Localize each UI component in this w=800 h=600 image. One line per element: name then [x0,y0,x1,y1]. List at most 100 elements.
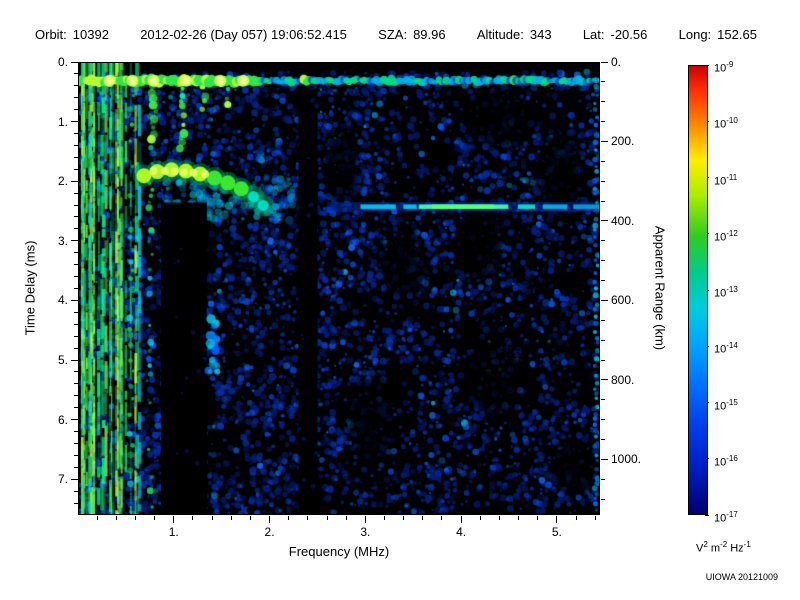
y-right-minor-tick [601,419,605,421]
x-minor-tick [403,516,405,520]
header-orbit: Orbit: 10392 [35,27,109,42]
colorbar-tick-label: 10-17 [714,510,738,525]
x-tick-label: 4. [456,525,467,539]
y-left-minor-tick [74,204,78,206]
y-left-minor-tick [74,73,78,75]
y-right-minor-tick [601,280,605,282]
header-orbit-value: 10392 [72,27,109,42]
header-sza: SZA: 89.96 [378,27,445,42]
y-left-minor-tick [74,371,78,373]
colorbar-tick [705,514,709,516]
colorbar-units: V2 m-2 Hz-1 [696,540,751,555]
y-right-minor-tick [601,319,605,321]
y-right-minor-tick [601,160,605,162]
header-lat-value: -20.56 [610,27,648,42]
colorbar-tick-label: 10-15 [714,397,738,413]
y-left-minor-tick [74,442,78,444]
y-right-minor-tick [601,339,605,341]
header-lat-label: Lat: [582,27,605,42]
y-right-major-tick [601,220,608,222]
y-left-major-tick [71,359,78,361]
x-minor-tick [154,516,156,520]
y-right-minor-tick [601,81,605,83]
colorbar-tick-label: 10-10 [714,116,738,131]
y-left-minor-tick [74,109,78,111]
y-right-major-tick [601,61,608,63]
y-right-minor-tick [601,439,605,440]
y-left-minor-tick [74,431,78,433]
y-right-major-tick [601,379,608,381]
colorbar-tick-label: 10-16 [714,453,738,469]
x-axis-title: Frequency (MHz) [288,544,390,559]
y-left-minor-tick [74,454,78,456]
y-left-major-tick [71,419,78,421]
y-left-major-tick [71,240,78,242]
x-tick-label: 2. [264,525,275,539]
y-right-tick-label: 0. [611,55,622,69]
header-altitude-label: Altitude: [476,27,524,42]
y-left-tick-label: 7. [57,472,68,487]
y-axis-title-left: Time Delay (ms) [22,240,38,336]
colorbar [688,65,708,515]
x-minor-tick [288,516,290,520]
y-left-minor-tick [74,192,78,194]
x-minor-tick [498,516,500,520]
y-left-minor-tick [74,311,78,313]
ionogram-canvas [79,63,599,514]
y-left-minor-tick [74,97,78,99]
header-lat: Lat: -20.56 [583,27,648,42]
x-major-tick [173,516,175,523]
x-minor-tick [441,516,443,520]
header-info: Orbit: 10392 2012-02-26 (Day 057) 19:06:… [35,27,757,42]
ionogram-plot-frame [78,62,600,515]
x-minor-tick [479,516,481,520]
x-minor-tick [575,516,577,520]
y-right-major-tick [601,140,608,142]
y-left-minor-tick [74,133,78,135]
y-left-tick-label: 2. [57,174,68,189]
y-left-minor-tick [74,395,78,397]
y-left-minor-tick [74,323,78,325]
y-left-minor-tick [74,228,78,230]
y-left-tick-label: 1. [57,114,68,129]
header-long: Long: 152.65 [679,27,757,42]
colorbar-tick-label: 10-12 [714,228,738,244]
y-left-minor-tick [74,144,78,146]
y-right-minor-tick [601,260,605,262]
x-minor-tick [383,516,385,520]
y-left-major-tick [71,61,78,63]
y-left-minor-tick [74,335,78,337]
y-right-minor-tick [601,399,605,401]
y-left-tick-label: 3. [57,233,68,248]
x-major-tick [269,516,271,523]
x-minor-tick [230,516,232,520]
header-datetime: 2012-02-26 (Day 057) 19:06:52.415 [140,27,347,42]
x-minor-tick [594,516,596,520]
x-minor-tick [211,516,213,520]
header-datetime-value: 2012-02-26 (Day 057) 19:06:52.415 [140,27,347,42]
x-tick-label: 3. [360,525,371,539]
y-right-minor-tick [601,359,605,361]
credit-text: UIOWA 20121009 [705,572,778,582]
x-major-tick [556,516,558,523]
x-major-tick [460,516,462,523]
y-left-major-tick [71,299,78,301]
x-tick-label: 5. [551,525,562,539]
y-left-major-tick [71,180,78,182]
y-left-major-tick [71,478,78,480]
y-left-tick-label: 6. [57,412,68,427]
header-altitude-value: 343 [529,27,552,42]
y-right-minor-tick [601,121,605,123]
y-left-minor-tick [74,288,78,289]
x-minor-tick [96,516,98,520]
y-right-minor-tick [601,478,605,480]
x-minor-tick [345,516,347,520]
colorbar-tick-label: 10-9 [714,60,734,75]
y-left-tick-label: 5. [57,353,68,368]
x-minor-tick [192,516,194,520]
colorbar-tick-label: 10-14 [714,341,738,356]
y-right-tick-label: 1000. [611,452,642,467]
y-right-tick-label: 800. [611,372,635,387]
y-right-minor-tick [601,200,605,202]
y-left-minor-tick [74,502,78,504]
